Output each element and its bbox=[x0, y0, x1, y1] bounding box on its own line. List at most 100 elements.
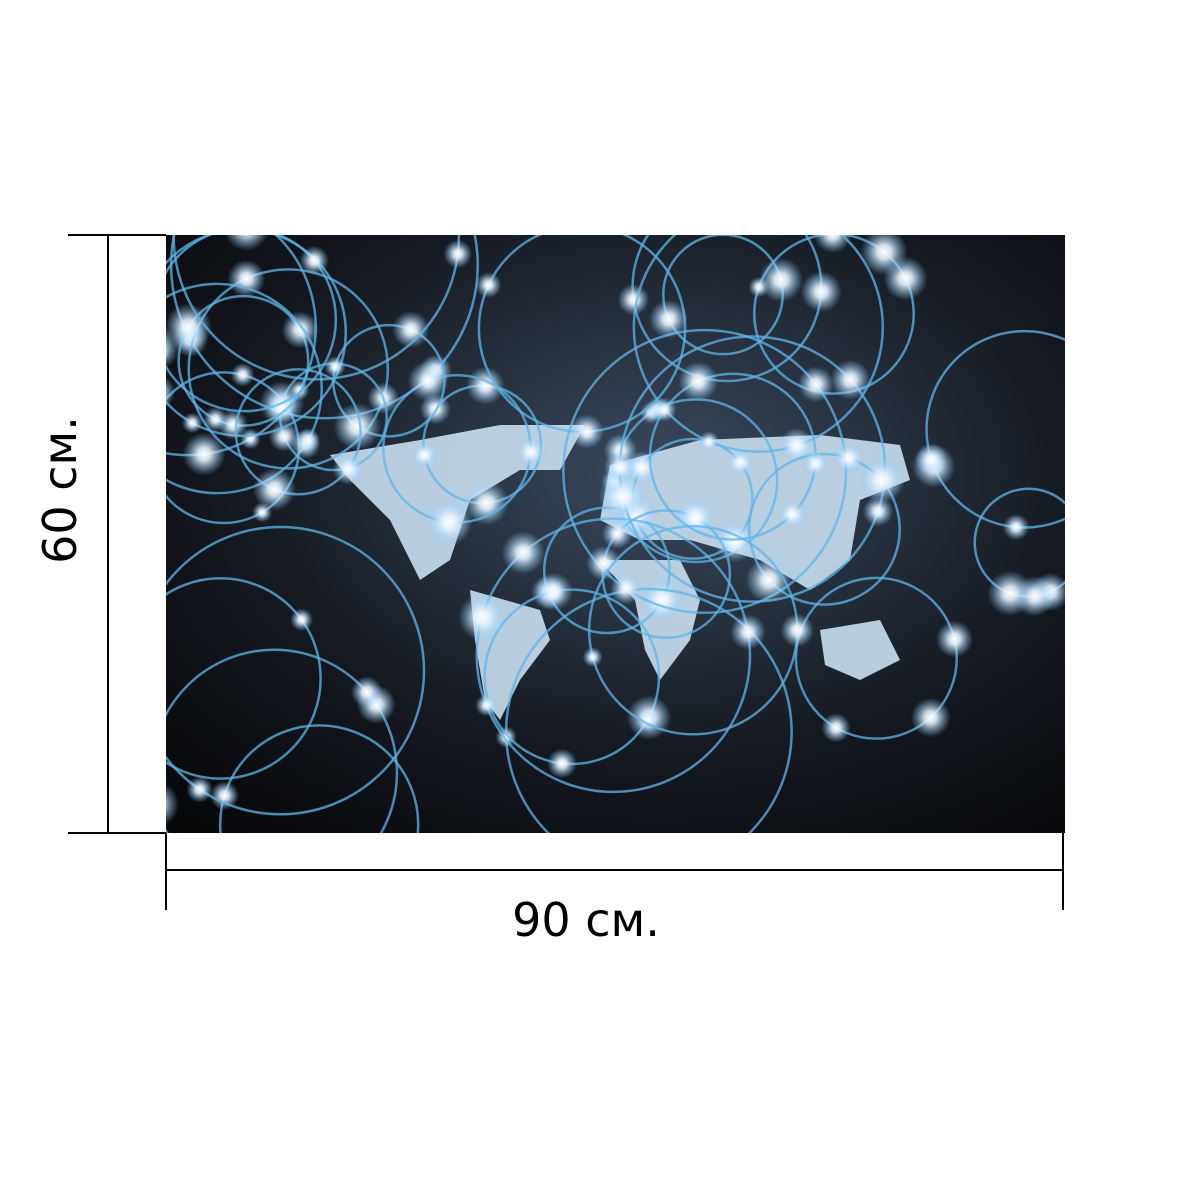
light-glow bbox=[333, 402, 381, 451]
light-glow bbox=[91, 347, 137, 393]
light-glow bbox=[534, 572, 573, 611]
light-glow bbox=[821, 713, 851, 743]
light-glow bbox=[475, 272, 502, 299]
light-ring bbox=[166, 648, 399, 833]
light-glow bbox=[182, 432, 226, 476]
light-glow bbox=[290, 608, 314, 632]
light-glow bbox=[324, 356, 346, 378]
light-glow bbox=[730, 614, 766, 650]
light-glow bbox=[227, 259, 266, 298]
light-glow bbox=[779, 428, 815, 463]
light-glow bbox=[801, 450, 829, 478]
light-glow bbox=[758, 257, 804, 303]
light-glow bbox=[425, 498, 473, 546]
light-glow bbox=[166, 344, 171, 362]
light-glow bbox=[910, 697, 951, 738]
light-glow bbox=[858, 456, 905, 504]
light-glow bbox=[443, 239, 473, 269]
light-glow bbox=[209, 780, 240, 811]
light-glow bbox=[133, 732, 154, 753]
light-glow bbox=[239, 428, 261, 450]
light-glow bbox=[355, 885, 397, 927]
light-glow bbox=[392, 311, 430, 349]
light-glow bbox=[181, 412, 203, 434]
light-ring bbox=[166, 282, 323, 495]
light-glow bbox=[468, 235, 476, 236]
light-glow bbox=[166, 377, 176, 408]
light-glow bbox=[350, 676, 383, 708]
light-glow bbox=[165, 153, 211, 199]
light-ring bbox=[172, 235, 461, 381]
light-glow bbox=[698, 431, 720, 452]
light-glow bbox=[127, 624, 155, 652]
light-glow bbox=[166, 303, 212, 351]
light-glow bbox=[230, 362, 255, 387]
light-glow bbox=[813, 235, 852, 254]
light-glow bbox=[606, 855, 640, 889]
light-glow bbox=[797, 366, 834, 403]
light-glow bbox=[466, 366, 505, 405]
light-ring bbox=[794, 576, 959, 740]
light-glow bbox=[186, 776, 213, 803]
light-glow bbox=[780, 613, 815, 648]
light-ring bbox=[187, 268, 390, 470]
light-trails bbox=[91, 100, 1065, 927]
light-glow bbox=[935, 620, 973, 658]
light-glow bbox=[199, 131, 221, 153]
light-glow bbox=[501, 531, 545, 575]
map-australia bbox=[820, 620, 900, 680]
light-glow bbox=[1002, 513, 1030, 541]
light-ring bbox=[234, 368, 362, 496]
light-glow bbox=[238, 116, 266, 144]
light-ring bbox=[166, 525, 426, 816]
light-glow bbox=[332, 453, 365, 485]
light-glow bbox=[125, 722, 151, 748]
light-glow bbox=[610, 572, 642, 605]
light-glow bbox=[475, 694, 498, 717]
light-glow bbox=[299, 245, 330, 276]
light-ring bbox=[218, 724, 420, 833]
light-ring bbox=[753, 235, 915, 395]
light-glow bbox=[883, 256, 928, 301]
light-glow bbox=[224, 235, 269, 252]
light-glow bbox=[166, 327, 180, 369]
light-glow bbox=[378, 100, 419, 141]
light-glow bbox=[678, 361, 719, 402]
light-glow bbox=[598, 472, 647, 521]
light-ring bbox=[166, 577, 322, 780]
map-eurasia bbox=[600, 435, 910, 590]
width-label: 90 см. bbox=[512, 893, 660, 947]
light-glow bbox=[830, 359, 871, 400]
light-glow bbox=[862, 496, 894, 527]
light-ring bbox=[632, 235, 884, 453]
light-glow bbox=[458, 593, 507, 641]
light-glow bbox=[411, 441, 438, 469]
light-glow bbox=[649, 299, 688, 339]
light-glow bbox=[546, 748, 578, 779]
light-glow bbox=[586, 545, 621, 581]
light-glow bbox=[652, 397, 677, 422]
light-glow bbox=[407, 360, 449, 402]
light-glow bbox=[463, 480, 509, 526]
light-glow bbox=[569, 414, 605, 449]
artwork bbox=[91, 100, 1065, 927]
light-glow bbox=[601, 518, 633, 549]
light-glow bbox=[745, 556, 793, 604]
light-glow bbox=[726, 448, 754, 477]
height-label: 60 см. bbox=[33, 416, 87, 564]
light-glow bbox=[296, 427, 321, 452]
light-glow bbox=[252, 468, 296, 511]
light-glow bbox=[833, 442, 865, 474]
light-glow bbox=[166, 783, 180, 826]
light-glow bbox=[777, 499, 808, 529]
light-glow bbox=[800, 271, 842, 313]
light-glow bbox=[987, 570, 1033, 616]
light-glow bbox=[915, 443, 948, 476]
light-glow bbox=[617, 283, 650, 316]
light-glow bbox=[203, 407, 228, 432]
light-ring bbox=[166, 235, 338, 413]
light-glow bbox=[515, 436, 546, 468]
light-glow bbox=[582, 646, 603, 668]
